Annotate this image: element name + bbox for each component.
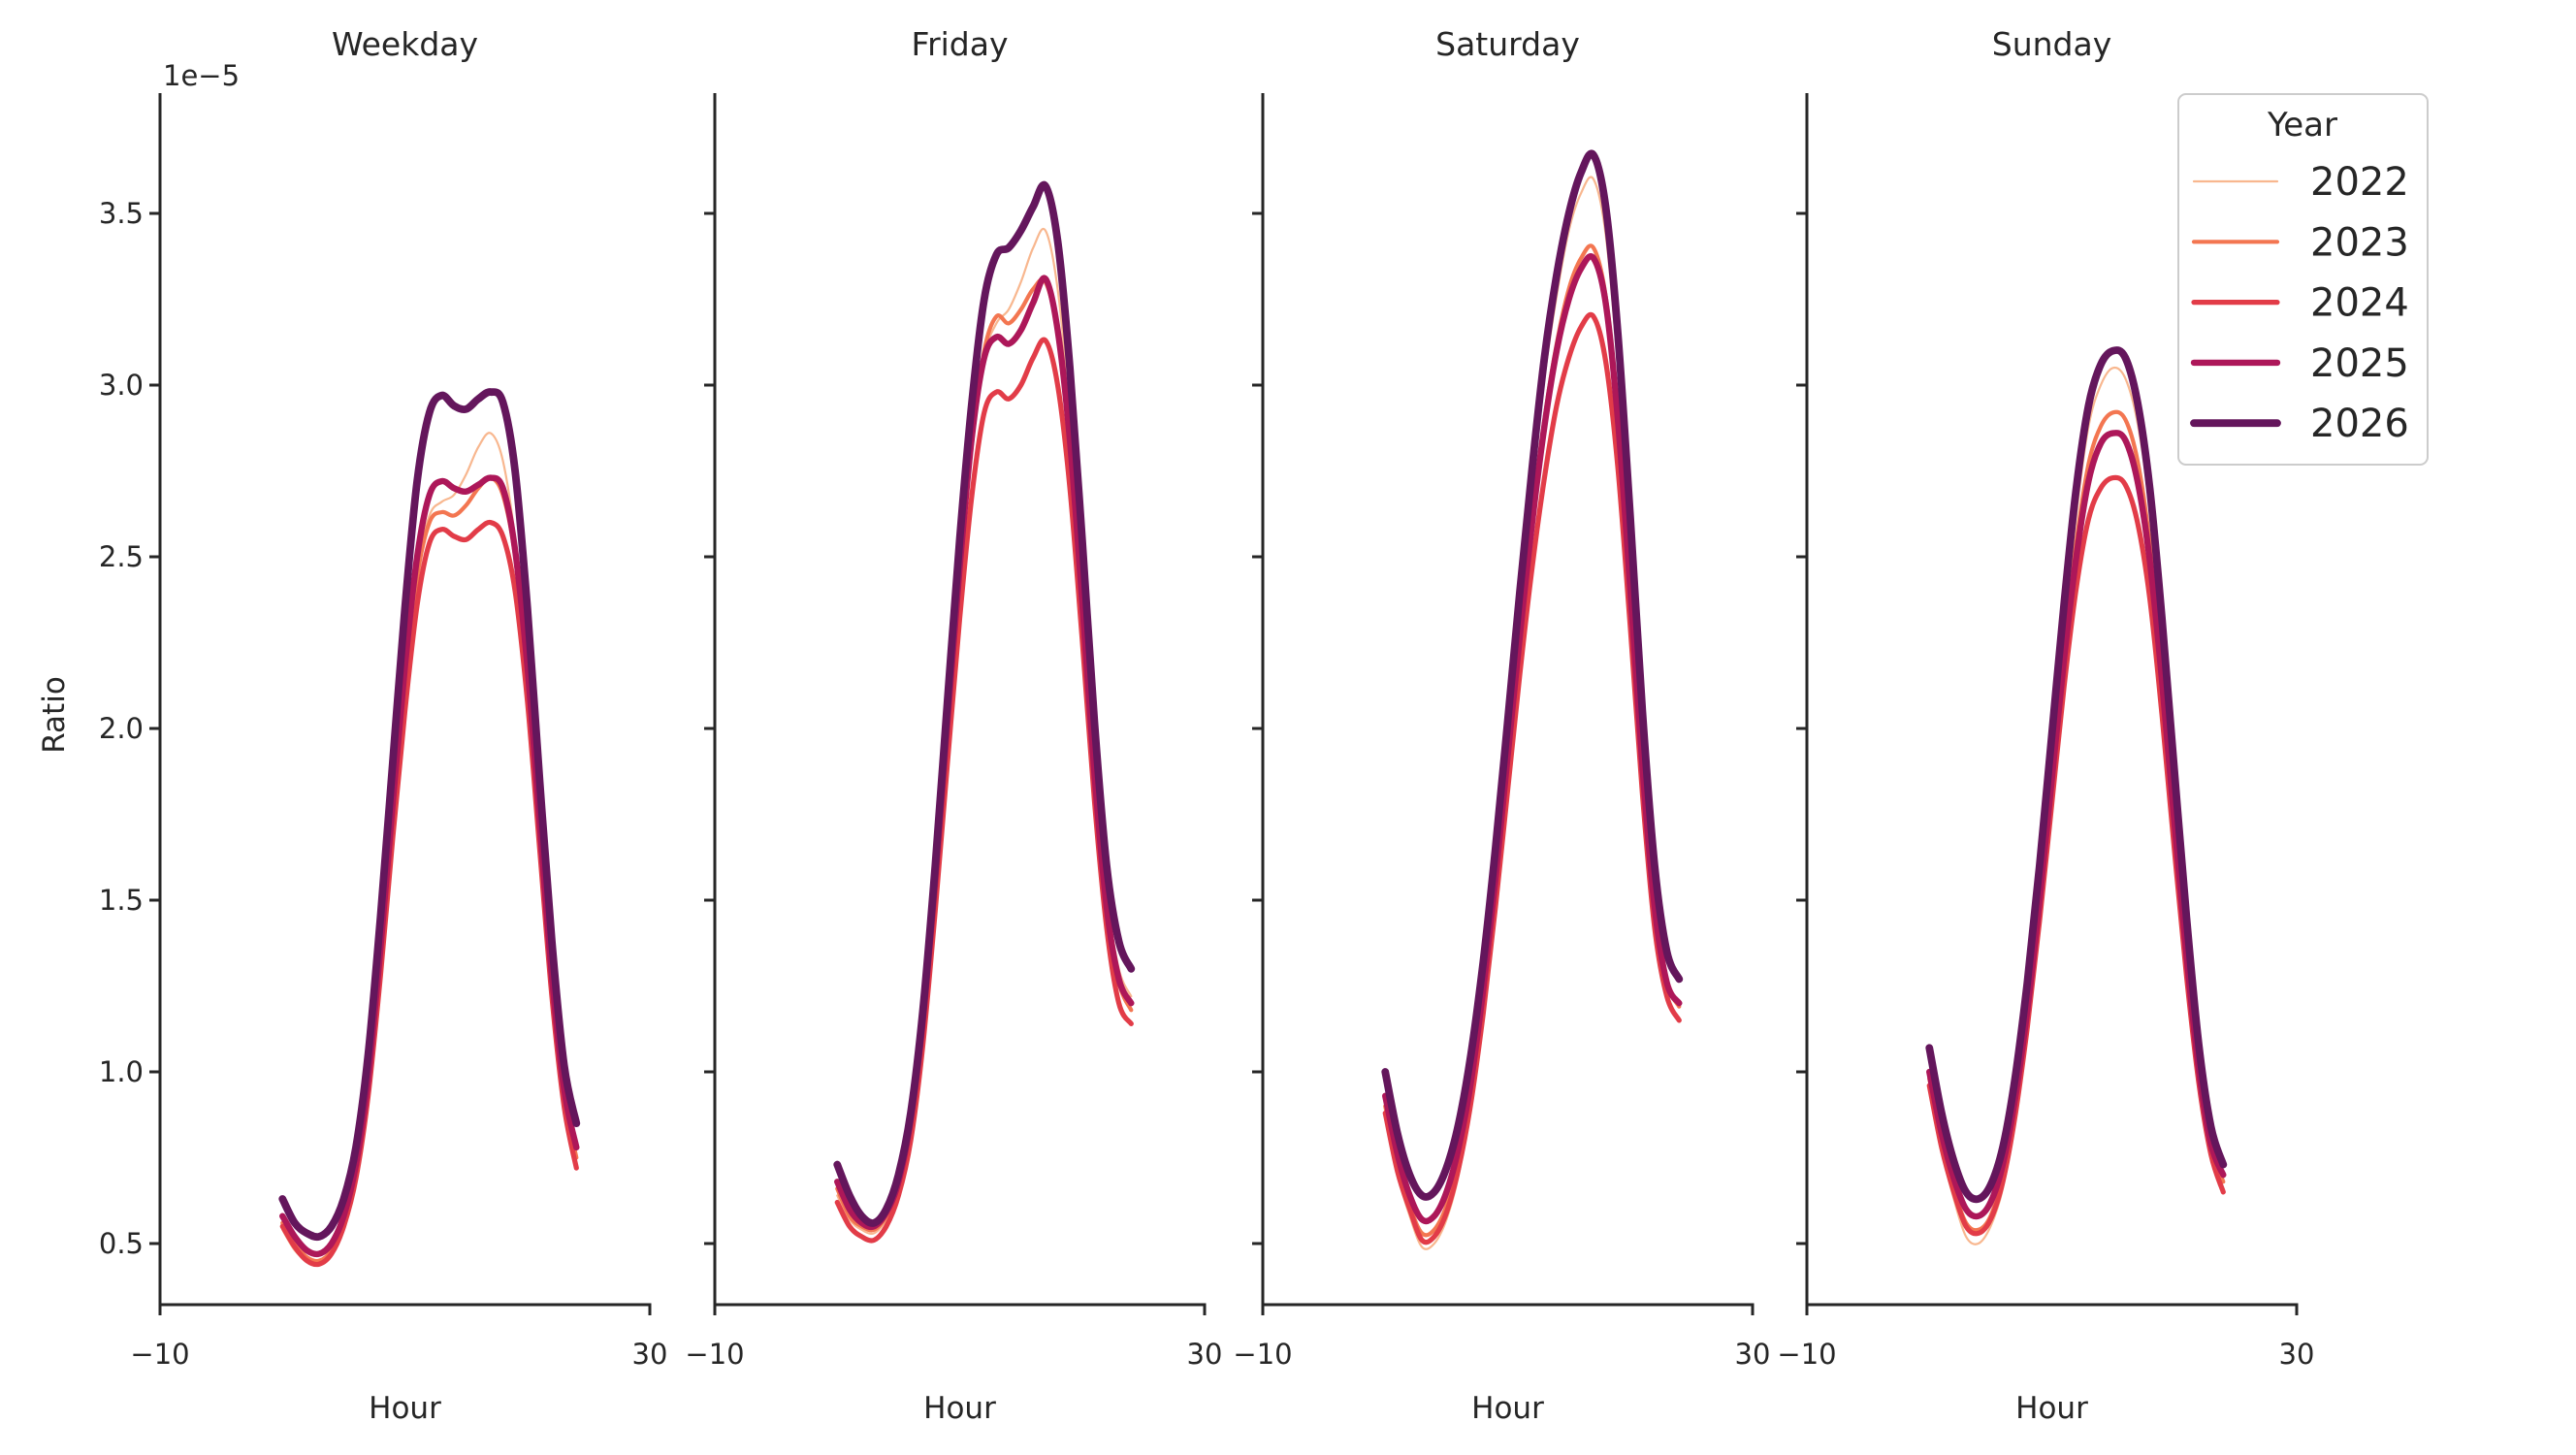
x-tick-label: −10 bbox=[130, 1338, 189, 1371]
x-tick-label: −10 bbox=[1777, 1338, 1836, 1371]
legend-box bbox=[2177, 93, 2429, 466]
x-tick-label: −10 bbox=[1233, 1338, 1292, 1371]
legend-label-2026: 2026 bbox=[2310, 402, 2409, 446]
y-tick-label: 1.5 bbox=[99, 884, 144, 917]
facet-title: Friday bbox=[911, 25, 1008, 63]
line-2026-saturday bbox=[1381, 149, 1684, 1201]
y-axis-offset-text: 1e−5 bbox=[163, 59, 240, 92]
y-tick-label: 1.0 bbox=[99, 1055, 144, 1088]
y-tick-label: 2.5 bbox=[99, 540, 144, 573]
line-2025-saturday bbox=[1382, 253, 1683, 1225]
x-axis-label: Hour bbox=[923, 1391, 996, 1426]
facet-title: Sunday bbox=[1992, 25, 2111, 63]
x-tick-label: 30 bbox=[1187, 1338, 1223, 1371]
y-tick-label: 3.0 bbox=[99, 369, 144, 402]
legend-label-2024: 2024 bbox=[2310, 281, 2409, 326]
panel-weekday: −10 30 Weekday Hour bbox=[130, 25, 667, 1426]
x-axis-label: Hour bbox=[1471, 1391, 1544, 1426]
line-2026-weekday bbox=[278, 388, 581, 1242]
x-tick-label: −10 bbox=[685, 1338, 744, 1371]
line-2025-sunday bbox=[1926, 430, 2227, 1220]
panel-friday: −10 30 Friday Hour bbox=[685, 25, 1222, 1426]
legend-label-2022: 2022 bbox=[2310, 160, 2409, 205]
y-tick-label: 2.0 bbox=[99, 712, 144, 745]
panel-sunday: −10 30 Sunday Hour bbox=[1777, 25, 2314, 1426]
legend: Year 2022 2023 2024 2025 2026 bbox=[2177, 93, 2429, 466]
x-tick-label: 30 bbox=[1735, 1338, 1771, 1371]
facet-title: Weekday bbox=[332, 25, 478, 63]
legend-label-2025: 2025 bbox=[2310, 341, 2409, 386]
y-tick-label: 0.5 bbox=[99, 1227, 144, 1260]
y-tick-label: 3.5 bbox=[99, 197, 144, 230]
legend-label-2023: 2023 bbox=[2310, 220, 2409, 265]
legend-title: Year bbox=[2267, 106, 2337, 145]
x-axis-label: Hour bbox=[369, 1391, 441, 1426]
y-axis-label: Ratio bbox=[37, 676, 72, 754]
line-2026-sunday bbox=[1925, 346, 2228, 1204]
panel-saturday: −10 30 Saturday Hour bbox=[1233, 25, 1770, 1426]
x-tick-label: 30 bbox=[2279, 1338, 2315, 1371]
facet-title: Saturday bbox=[1435, 25, 1580, 63]
x-axis-label: Hour bbox=[2015, 1391, 2088, 1426]
line-2026-friday bbox=[833, 180, 1136, 1227]
x-tick-label: 30 bbox=[632, 1338, 668, 1371]
